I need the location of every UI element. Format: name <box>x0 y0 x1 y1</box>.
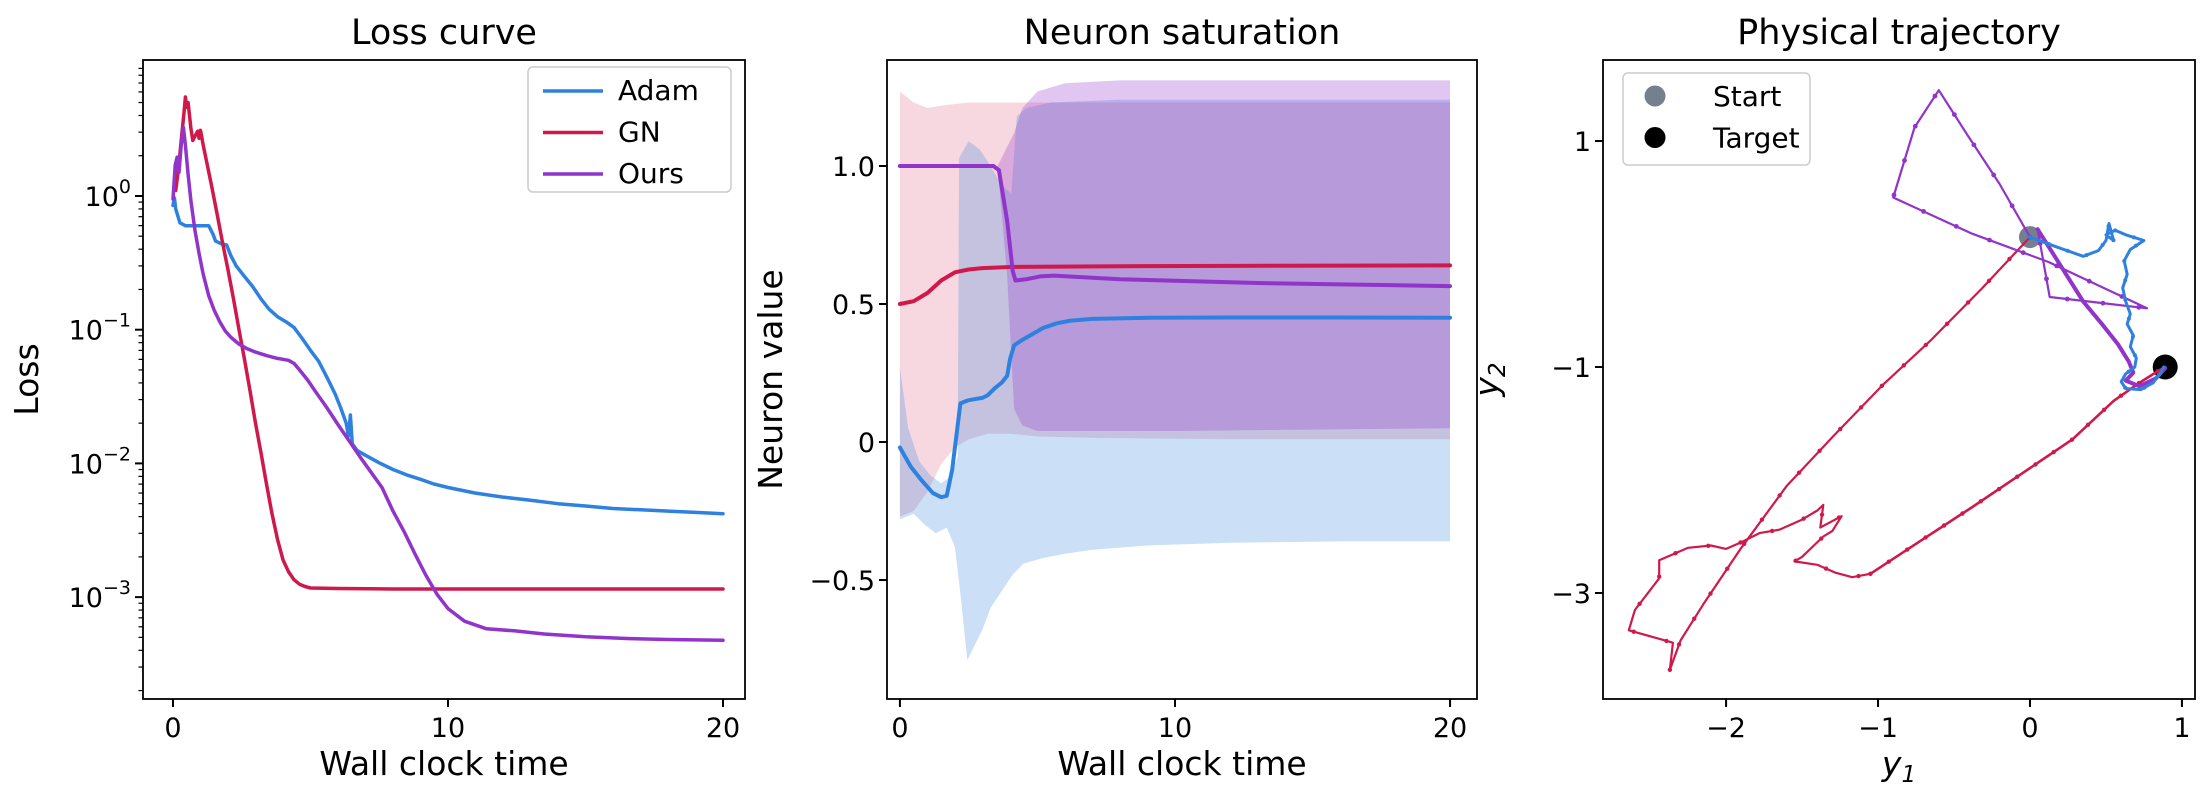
physical-trajectory-legend: Start Target <box>1622 72 1811 166</box>
adam-band <box>899 99 1450 661</box>
series-ours-explore <box>1892 89 2149 310</box>
x-tick-label: 1 <box>2173 713 2190 744</box>
series-ours <box>171 125 725 643</box>
y-tick-label: 10−1 <box>69 310 131 347</box>
y-tick-label: −0.5 <box>809 566 875 597</box>
neuron-saturation-xlabel: Wall clock time <box>1057 744 1306 783</box>
ours-band <box>997 80 1450 432</box>
neuron-saturation-title: Neuron saturation <box>1024 13 1341 53</box>
series-gn-descent-markers <box>1676 234 2033 647</box>
physical-trajectory-spines <box>1602 59 2196 700</box>
x-tick-label: 0 <box>164 713 181 744</box>
x-tick-label: 20 <box>706 713 740 744</box>
x-tick-label: −2 <box>1706 713 1746 744</box>
series-adam-path-markers <box>2027 224 2162 390</box>
neuron-saturation-ylabel: Neuron value <box>751 269 790 489</box>
y-tick-label: 0 <box>858 428 875 459</box>
series-ours-explore-markers <box>1891 93 2142 310</box>
neuron-saturation-panel: 0 10 20 1.0 0.5 0 −0.5 Neuron saturation Wall cl… <box>751 13 1478 783</box>
y-tick-label: −3 <box>1551 579 1591 610</box>
series-adam <box>171 196 725 516</box>
x-tick-label: 10 <box>1158 713 1192 744</box>
y-tick-label: 100 <box>85 176 131 213</box>
physical-trajectory-ylabel: y2 <box>1467 362 1511 397</box>
legend-dot-sample-start <box>1644 85 1666 107</box>
loss-curve-title: Loss curve <box>351 13 537 53</box>
loss-curve-panel: 0 10 20 100 10−1 10−2 10−3 Loss curve Wall clock… <box>7 13 746 783</box>
loss-curve-legend: Adam GN Ours <box>527 66 732 193</box>
series-ours-approach <box>2035 227 2168 389</box>
y-tick-label: 10−3 <box>69 577 131 614</box>
legend-label: Adam <box>618 74 699 107</box>
series-ours <box>897 164 1452 289</box>
gn-band <box>899 91 1450 517</box>
physical-trajectory-panel: −2 −1 0 1 1 −1 −3 Physical trajectory y1 y2 Start T… <box>1467 13 2196 788</box>
physical-trajectory-xlabel: y1 <box>1881 744 1916 788</box>
x-tick-label: 20 <box>1433 713 1467 744</box>
x-tick-label: 0 <box>2021 713 2038 744</box>
physical-trajectory-title: Physical trajectory <box>1737 13 2061 53</box>
series-gn <box>897 263 1452 306</box>
y-tick-label: −1 <box>1551 353 1591 384</box>
series-gn-wander-markers <box>1631 512 1861 673</box>
y-tick-label: 1.0 <box>832 152 875 183</box>
x-tick-label: 0 <box>891 713 908 744</box>
legend-label: Start <box>1713 80 1781 113</box>
legend-label: GN <box>618 116 661 149</box>
series-gn-wander <box>1627 503 1872 671</box>
legend-dot-sample-target <box>1644 127 1666 148</box>
y-tick-label: 0.5 <box>832 290 875 321</box>
legend-label: Target <box>1712 122 1800 155</box>
x-tick-label: −1 <box>1858 713 1898 744</box>
loss-curve-ylabel: Loss <box>7 343 46 415</box>
series-adam-path <box>2028 222 2166 392</box>
series-gn-descent <box>1668 236 2032 671</box>
loss-curve-xlabel: Wall clock time <box>319 744 568 783</box>
series-adam <box>897 315 1452 500</box>
legend-label: Ours <box>618 157 684 190</box>
y-tick-label: 1 <box>1574 127 1591 158</box>
x-tick-label: 10 <box>431 713 465 744</box>
loss-curve-spines <box>142 59 746 700</box>
y-tick-label: 10−2 <box>69 443 131 480</box>
series-gn-approach <box>1869 365 2167 576</box>
neuron-saturation-spines <box>886 59 1478 700</box>
